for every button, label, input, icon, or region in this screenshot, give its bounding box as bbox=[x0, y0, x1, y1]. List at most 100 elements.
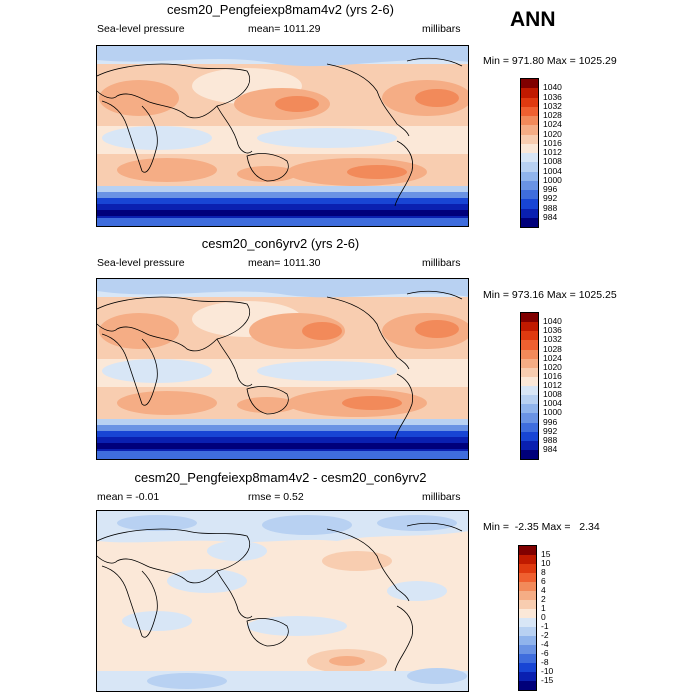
panel2-colorbar-label: 1004 bbox=[543, 398, 562, 409]
panel2-colorbar-label: 1028 bbox=[543, 343, 562, 354]
panel2-colorbar-swatch bbox=[521, 349, 538, 359]
panel2-colorbar-label: 988 bbox=[543, 434, 558, 445]
panel1-minmax: Min = 971.80 Max = 1025.29 bbox=[483, 55, 617, 67]
panel2-colorbar-swatch bbox=[521, 376, 538, 386]
panel2-title: cesm20_con6yrv2 (yrs 2-6) bbox=[201, 236, 360, 251]
panel1-map bbox=[96, 45, 469, 227]
panel2-colorbar-label: 1016 bbox=[543, 370, 562, 381]
panel3-colorbar-swatch bbox=[519, 654, 536, 663]
panel1-units: millibars bbox=[422, 23, 461, 35]
panel3-colorbar-swatch bbox=[519, 609, 536, 618]
panel2-mean: mean= 1011.30 bbox=[248, 257, 321, 269]
panel1-colorbar-swatch bbox=[521, 79, 538, 89]
panel2-colorbar-label: 992 bbox=[543, 425, 558, 436]
panel2-colorbar-swatch bbox=[521, 422, 538, 432]
panel1-colorbar-swatch bbox=[521, 125, 538, 135]
panel1-colorbar-swatch bbox=[521, 171, 538, 181]
panel2-colorbar-label: 1000 bbox=[543, 407, 562, 418]
panel2-colorbar-label: 996 bbox=[543, 416, 558, 427]
panel2-colorbar-label: 1040 bbox=[543, 316, 562, 327]
panel3-colorbar-swatch bbox=[519, 546, 536, 555]
panel3-colorbar-swatch bbox=[519, 618, 536, 627]
panel1-colorbar-label: 992 bbox=[543, 193, 558, 204]
panel2-colorbar-swatch bbox=[521, 440, 538, 450]
panel3-colorbar-swatch bbox=[519, 681, 536, 690]
panel1-colorbar-label: 1036 bbox=[543, 91, 562, 102]
panel3-colorbar-swatch bbox=[519, 591, 536, 600]
panel2-colorbar-swatch bbox=[521, 340, 538, 350]
panel2-colorbar-label: 1012 bbox=[543, 380, 562, 390]
panel1-colorbar-swatch bbox=[521, 106, 538, 116]
panel3-colorbar-labels: 15 10 8 6 4 2 1 0 -1 -2 -4 -6 -8 -10 -15 bbox=[541, 545, 581, 691]
panel2-colorbar-swatch bbox=[521, 358, 538, 368]
panel1-colorbar-label: 1028 bbox=[543, 110, 562, 120]
panel1-colorbar-label: 1032 bbox=[543, 100, 562, 111]
panel1-colorbar-label: 1004 bbox=[543, 165, 562, 176]
panel2-colorbar-swatch bbox=[521, 413, 538, 423]
panel1-colorbar-swatch bbox=[521, 116, 538, 126]
panel1-variable: Sea-level pressure bbox=[97, 23, 185, 35]
panel2-colorbar-swatch bbox=[521, 313, 538, 323]
panel1-colorbar-swatch bbox=[521, 190, 538, 200]
panel2-colorbar-labels: 1040 1036 1032 1028 1024 1020 1016 1012 1008 1004… bbox=[543, 312, 583, 460]
panel1-colorbar-label: 1040 bbox=[543, 82, 562, 93]
panel3-colorbar-swatch bbox=[519, 627, 536, 636]
panel1-colorbar-label: 984 bbox=[543, 211, 558, 222]
panel1-colorbar-swatch bbox=[521, 153, 538, 163]
panel1-colorbar-labels: 1040 1036 1032 1028 1024 1020 1016 1012 1008 1004… bbox=[543, 78, 583, 228]
panel1-colorbar-label: 1020 bbox=[543, 128, 562, 139]
panel3-colorbar-swatch bbox=[519, 555, 536, 564]
panel2-colorbar-label: 1036 bbox=[543, 325, 562, 336]
panel3-units: millibars bbox=[422, 491, 461, 503]
panel2-colorbar-swatch bbox=[521, 367, 538, 377]
panel2-colorbar-swatch bbox=[521, 431, 538, 441]
panel3-colorbar-label: -1 bbox=[541, 621, 549, 631]
panel3-colorbar-label: 2 bbox=[541, 594, 546, 604]
panel3-mean: mean = -0.01 bbox=[97, 491, 160, 503]
panel3-rmse: rmse = 0.52 bbox=[248, 491, 304, 503]
panel3-colorbar-label: 4 bbox=[541, 585, 546, 595]
panel3-colorbar-swatch bbox=[519, 573, 536, 582]
panel1-colorbar-label: 1012 bbox=[543, 147, 562, 157]
panel1-colorbar-swatch bbox=[521, 217, 538, 227]
panel3-colorbar-label: 1 bbox=[541, 603, 546, 613]
panel2-map bbox=[96, 278, 469, 460]
panel2-colorbar-swatch bbox=[521, 386, 538, 396]
panel2-colorbar-swatch bbox=[521, 404, 538, 414]
panel3-colorbar-swatch bbox=[519, 582, 536, 591]
panel3-colorbar-swatch bbox=[519, 600, 536, 609]
panel3-colorbar-label: -2 bbox=[541, 630, 549, 640]
panel1-colorbar-label: 1024 bbox=[543, 119, 562, 130]
panel3-colorbar bbox=[518, 545, 537, 691]
panel2-colorbar-label: 1032 bbox=[543, 334, 562, 345]
panel1-colorbar-label: 1000 bbox=[543, 174, 562, 185]
panel3-minmax: Min = -2.35 Max = 2.34 bbox=[483, 521, 600, 533]
panel3-colorbar-label: 8 bbox=[541, 567, 546, 577]
panel2-colorbar-label: 1008 bbox=[543, 389, 562, 400]
panel1-title: cesm20_Pengfeiexp8mam4v2 (yrs 2-6) bbox=[167, 2, 394, 17]
panel1-mean: mean= 1011.29 bbox=[248, 23, 321, 35]
panel2-colorbar-label: 1020 bbox=[543, 361, 562, 372]
panel3-colorbar-label: 10 bbox=[541, 558, 551, 568]
panel3-title: cesm20_Pengfeiexp8mam4v2 - cesm20_con6yr… bbox=[134, 470, 427, 485]
panel3-colorbar-swatch bbox=[519, 645, 536, 654]
panel3-colorbar-label: -8 bbox=[541, 657, 549, 667]
season-label: ANN bbox=[510, 8, 556, 31]
panel1-colorbar-swatch bbox=[521, 143, 538, 153]
panel1-colorbar-swatch bbox=[521, 199, 538, 209]
panel3-colorbar-swatch bbox=[519, 663, 536, 672]
panel1-colorbar-label: 988 bbox=[543, 202, 558, 213]
panel1-colorbar-label: 996 bbox=[543, 184, 558, 194]
panel2-colorbar-swatch bbox=[521, 322, 538, 332]
panel1-colorbar-label: 1016 bbox=[543, 137, 562, 148]
panel1-colorbar-swatch bbox=[521, 88, 538, 98]
panel1-colorbar-swatch bbox=[521, 208, 538, 218]
panel3-colorbar-swatch bbox=[519, 636, 536, 645]
panel2-variable: Sea-level pressure bbox=[97, 257, 185, 269]
panel1-colorbar-swatch bbox=[521, 162, 538, 172]
panel1-colorbar bbox=[520, 78, 539, 228]
panel3-colorbar-label: 0 bbox=[541, 612, 546, 622]
panel2-colorbar-swatch bbox=[521, 331, 538, 341]
panel3-colorbar-label: -15 bbox=[541, 675, 554, 685]
panel1-colorbar-label: 1008 bbox=[543, 156, 562, 167]
